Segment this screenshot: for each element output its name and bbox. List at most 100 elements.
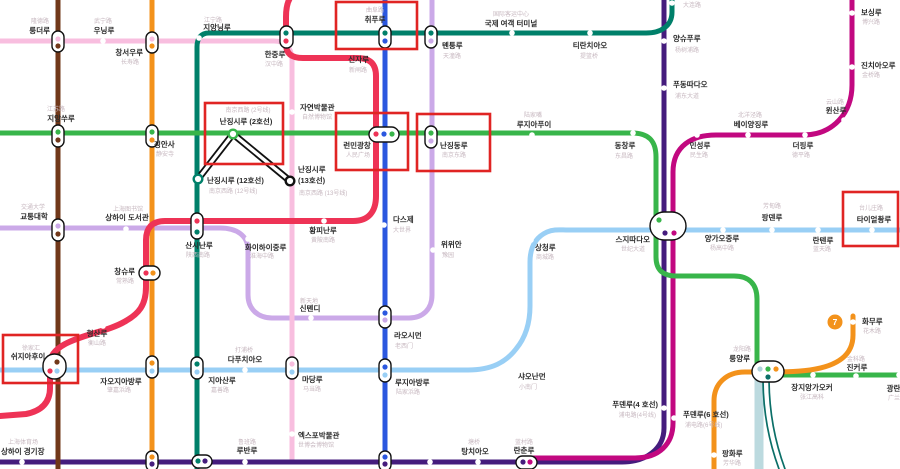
station-dot-icon[interactable] (869, 227, 875, 233)
station-marker[interactable] (242, 367, 248, 373)
station-dot-icon[interactable] (802, 132, 808, 138)
station-marker[interactable] (509, 30, 515, 36)
station-marker[interactable] (378, 358, 392, 383)
station-marker[interactable] (123, 226, 129, 232)
interchange-pill-icon[interactable] (138, 265, 161, 281)
interchange-pill-icon[interactable] (145, 31, 159, 54)
station-dot-icon[interactable] (661, 38, 667, 44)
interchange-pill-icon[interactable] (424, 125, 438, 149)
station-marker[interactable] (896, 372, 900, 378)
station-dot-icon[interactable] (370, 50, 376, 56)
station-dot-icon[interactable] (850, 319, 856, 325)
station-marker[interactable] (630, 130, 636, 136)
station-marker[interactable] (694, 132, 700, 138)
station-marker[interactable] (528, 237, 534, 243)
station-marker[interactable] (711, 452, 717, 458)
station-marker[interactable] (751, 360, 785, 383)
station-dot-icon[interactable] (630, 130, 636, 136)
station-marker[interactable] (51, 124, 65, 148)
station-marker[interactable] (529, 132, 535, 138)
station-marker[interactable] (196, 35, 202, 41)
station-marker[interactable] (245, 236, 251, 242)
station-marker[interactable] (378, 305, 392, 329)
interchange-pill-icon[interactable] (285, 356, 299, 380)
station-dot-icon[interactable] (196, 35, 202, 41)
station-marker[interactable] (671, 415, 677, 421)
station-dot-icon[interactable] (100, 38, 106, 44)
interchange-pill-icon[interactable] (42, 353, 67, 380)
station-dot-icon[interactable] (509, 30, 515, 36)
station-marker[interactable] (515, 455, 538, 469)
station-dot-icon[interactable] (661, 85, 667, 91)
interchange-pill-icon[interactable] (145, 450, 159, 469)
station-dot-icon[interactable] (427, 459, 433, 465)
station-ring-icon[interactable] (227, 128, 239, 140)
station-ring-icon[interactable] (284, 175, 296, 187)
highlight-box[interactable] (841, 190, 900, 248)
station-dot-icon[interactable] (245, 236, 251, 242)
station-marker[interactable] (769, 227, 775, 233)
station-marker[interactable] (285, 356, 299, 380)
interchange-pill-icon[interactable] (424, 25, 438, 49)
station-marker[interactable] (100, 38, 106, 44)
station-marker[interactable] (424, 125, 438, 149)
station-marker[interactable] (190, 212, 204, 240)
interchange-pill-icon[interactable] (378, 450, 392, 469)
interchange-pill-icon[interactable] (191, 454, 213, 469)
station-marker[interactable] (191, 454, 213, 469)
station-marker[interactable] (669, 0, 675, 6)
station-dot-icon[interactable] (841, 117, 847, 123)
station-marker[interactable] (661, 85, 667, 91)
station-marker[interactable] (284, 175, 296, 187)
station-marker[interactable] (321, 218, 327, 224)
station-dot-icon[interactable] (123, 226, 129, 232)
station-marker[interactable] (427, 459, 433, 465)
interchange-pill-icon[interactable] (145, 124, 159, 148)
station-marker[interactable] (308, 315, 314, 321)
station-marker[interactable] (190, 356, 204, 380)
station-dot-icon[interactable] (849, 64, 855, 70)
station-marker[interactable] (378, 450, 392, 469)
station-marker[interactable] (849, 64, 855, 70)
station-dot-icon[interactable] (810, 372, 816, 378)
station-marker[interactable] (279, 25, 294, 49)
station-marker[interactable] (368, 126, 400, 143)
station-marker[interactable] (849, 10, 855, 16)
station-marker[interactable] (587, 30, 593, 36)
station-dot-icon[interactable] (769, 227, 775, 233)
station-marker[interactable] (850, 319, 856, 325)
station-marker[interactable] (869, 227, 875, 233)
station-dot-icon[interactable] (381, 222, 387, 228)
station-marker[interactable] (138, 265, 161, 281)
station-dot-icon[interactable] (289, 431, 295, 437)
station-marker[interactable] (145, 124, 159, 148)
interchange-pill-icon[interactable] (378, 305, 392, 329)
highlight-box[interactable] (1, 333, 80, 385)
interchange-pill-icon[interactable] (279, 25, 294, 49)
interchange-pill-icon[interactable] (649, 211, 687, 241)
interchange-pill-icon[interactable] (378, 25, 392, 49)
station-ring-icon[interactable] (192, 173, 204, 185)
station-dot-icon[interactable] (694, 132, 700, 138)
station-dot-icon[interactable] (671, 415, 677, 421)
station-dot-icon[interactable] (321, 218, 327, 224)
interchange-pill-icon[interactable] (190, 212, 204, 240)
highlight-box[interactable] (334, 0, 419, 51)
station-marker[interactable] (227, 128, 239, 140)
station-marker[interactable] (661, 38, 667, 44)
interchange-pill-icon[interactable] (51, 218, 65, 242)
station-dot-icon[interactable] (511, 359, 517, 365)
station-dot-icon[interactable] (430, 247, 436, 253)
station-marker[interactable] (242, 459, 248, 465)
station-marker[interactable] (511, 359, 517, 365)
station-marker[interactable] (802, 132, 808, 138)
station-dot-icon[interactable] (19, 459, 25, 465)
station-marker[interactable] (649, 211, 687, 241)
interchange-pill-icon[interactable] (515, 455, 538, 469)
station-dot-icon[interactable] (711, 452, 717, 458)
station-dot-icon[interactable] (242, 459, 248, 465)
station-dot-icon[interactable] (242, 367, 248, 373)
station-marker[interactable] (370, 50, 376, 56)
station-marker[interactable] (424, 25, 438, 49)
interchange-pill-icon[interactable] (190, 356, 204, 380)
